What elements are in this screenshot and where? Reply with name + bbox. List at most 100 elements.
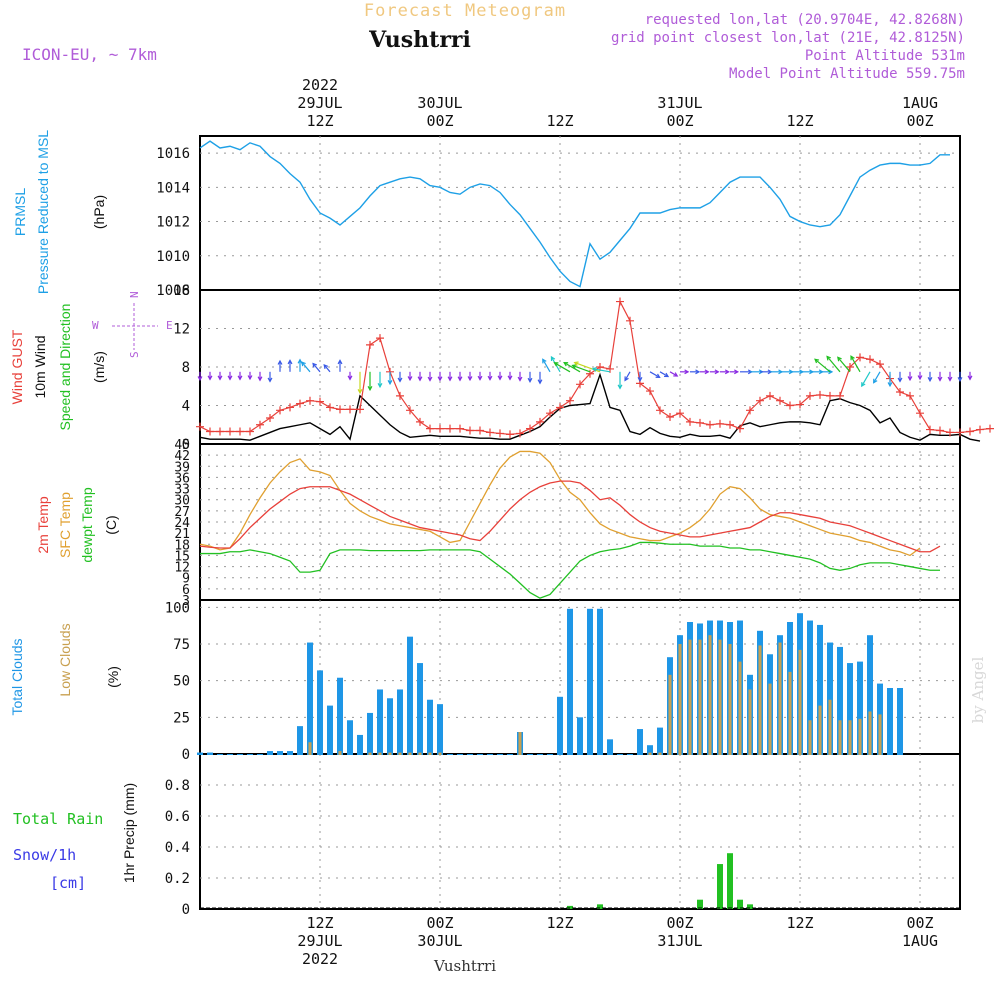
cloud-tick-label: 100 — [165, 600, 190, 616]
wind-arrow-head — [417, 376, 423, 382]
gust-marker — [346, 405, 354, 414]
wind-arrow-head — [734, 369, 740, 375]
low-cloud-bar — [698, 639, 702, 755]
wind-tick-label: 16 — [173, 283, 190, 299]
total-cloud-bar — [857, 661, 863, 755]
wind-arrow-head — [967, 375, 973, 381]
time-label-bottom: 31JUL — [657, 932, 702, 950]
total-cloud-bar — [327, 705, 333, 755]
gust-marker — [586, 369, 594, 378]
gust-marker — [536, 417, 544, 426]
wind-arrow-head — [207, 375, 213, 381]
low-cloud-bar — [818, 705, 822, 755]
wind-arrow-head — [301, 361, 306, 367]
wind-arrow-head — [573, 361, 579, 366]
low-cloud-bar — [728, 644, 732, 755]
gust-marker — [836, 391, 844, 400]
gust-marker — [406, 406, 414, 415]
total-cloud-bar — [247, 754, 253, 755]
time-label-bottom: 29JUL — [297, 932, 342, 950]
wind-arrow — [554, 362, 571, 373]
pressure-label-2: Pressure Reduced to MSL — [35, 130, 51, 294]
wind-arrow-head — [397, 377, 403, 383]
wind-arrow-head — [427, 376, 433, 382]
gust-marker — [746, 406, 754, 415]
low-cloud-bar — [668, 674, 672, 755]
total-cloud-bar — [627, 754, 633, 755]
cloud-tick-label: 0 — [182, 747, 190, 763]
wind-arrow-head — [377, 383, 383, 389]
gust-marker — [196, 422, 204, 431]
time-label-top: 2022 — [302, 76, 338, 94]
wind-arrow-head — [347, 375, 353, 381]
temp-unit: (C) — [103, 515, 119, 534]
wind-arrow-head — [287, 359, 293, 365]
time-label-bottom: 12Z — [786, 914, 813, 932]
temp-tick-label: 12 — [174, 561, 190, 576]
rain-bar — [697, 899, 703, 909]
low-cloud-bar — [768, 683, 772, 755]
low-cloud-bar — [708, 635, 712, 755]
gust-marker — [526, 424, 534, 433]
wind-arrow-head — [277, 359, 283, 365]
wind-arrow-head — [897, 377, 903, 383]
gust-marker — [416, 417, 424, 426]
wind-arrow-head — [477, 375, 483, 381]
wind-arrow — [649, 371, 660, 378]
total-cloud-bar — [817, 624, 823, 755]
gust-marker — [296, 399, 304, 408]
gust-marker — [246, 427, 254, 436]
gust-marker — [356, 405, 364, 414]
gust-label: Wind GUST — [9, 329, 25, 404]
time-label-top: 30JUL — [417, 94, 462, 112]
gust-marker — [966, 427, 974, 436]
wind-arrow — [837, 356, 851, 373]
pressure-unit: (hPa) — [91, 195, 107, 229]
gust-marker — [896, 388, 904, 397]
wind-unit: (m/s) — [91, 351, 107, 383]
temp-tick-label: 15 — [174, 549, 190, 564]
dew-label: dewpt Temp — [79, 487, 95, 562]
gust-marker — [456, 424, 464, 433]
gust-marker — [476, 426, 484, 435]
time-label-bottom: 2022 — [302, 950, 338, 968]
gust-marker — [626, 316, 634, 325]
sfc-temp-line — [199, 450, 921, 557]
total-cloud-bar — [547, 754, 553, 755]
t2m-line — [199, 480, 941, 553]
wind-arrow-head — [297, 358, 303, 364]
total-cloud-bar — [867, 635, 873, 755]
wind-arrow-head — [357, 389, 363, 395]
total-cloud-bar — [447, 754, 453, 755]
time-label-bottom: 12Z — [546, 914, 573, 932]
wind-arrow-head — [947, 376, 953, 382]
temp-tick-label: 21 — [174, 527, 190, 542]
gust-marker — [266, 414, 274, 423]
temp-tick-label: 24 — [174, 516, 190, 531]
temp-tick-label: 30 — [174, 494, 190, 509]
snow-label: Snow/1h — [13, 846, 76, 864]
gust-marker — [916, 409, 924, 418]
compass-west: W — [92, 319, 99, 332]
wind-arrow-head — [197, 376, 203, 382]
time-label-top: 31JUL — [657, 94, 702, 112]
total-cloud-bar — [207, 752, 213, 755]
cloud-tick-label: 50 — [173, 674, 190, 690]
gust-marker — [926, 425, 934, 434]
gust-marker — [236, 427, 244, 436]
dewpoint-line — [200, 541, 940, 599]
time-label-top: 1AUG — [902, 94, 938, 112]
compass-east: E — [166, 319, 173, 332]
app-title: Forecast Meteogram — [364, 1, 566, 21]
gust-marker — [546, 409, 554, 418]
low-cloud-bar — [378, 752, 382, 755]
pressure-line — [199, 140, 950, 288]
low-cloud-bar — [788, 671, 792, 755]
gust-marker — [936, 426, 944, 435]
model-label: ICON-EU, ~ 7km — [22, 45, 157, 64]
pressure-tick-label: 1010 — [156, 249, 190, 265]
low-cloud-bar — [648, 752, 652, 755]
wind-arrow — [861, 371, 871, 387]
gust-marker — [666, 413, 674, 422]
gust-marker — [556, 403, 564, 412]
